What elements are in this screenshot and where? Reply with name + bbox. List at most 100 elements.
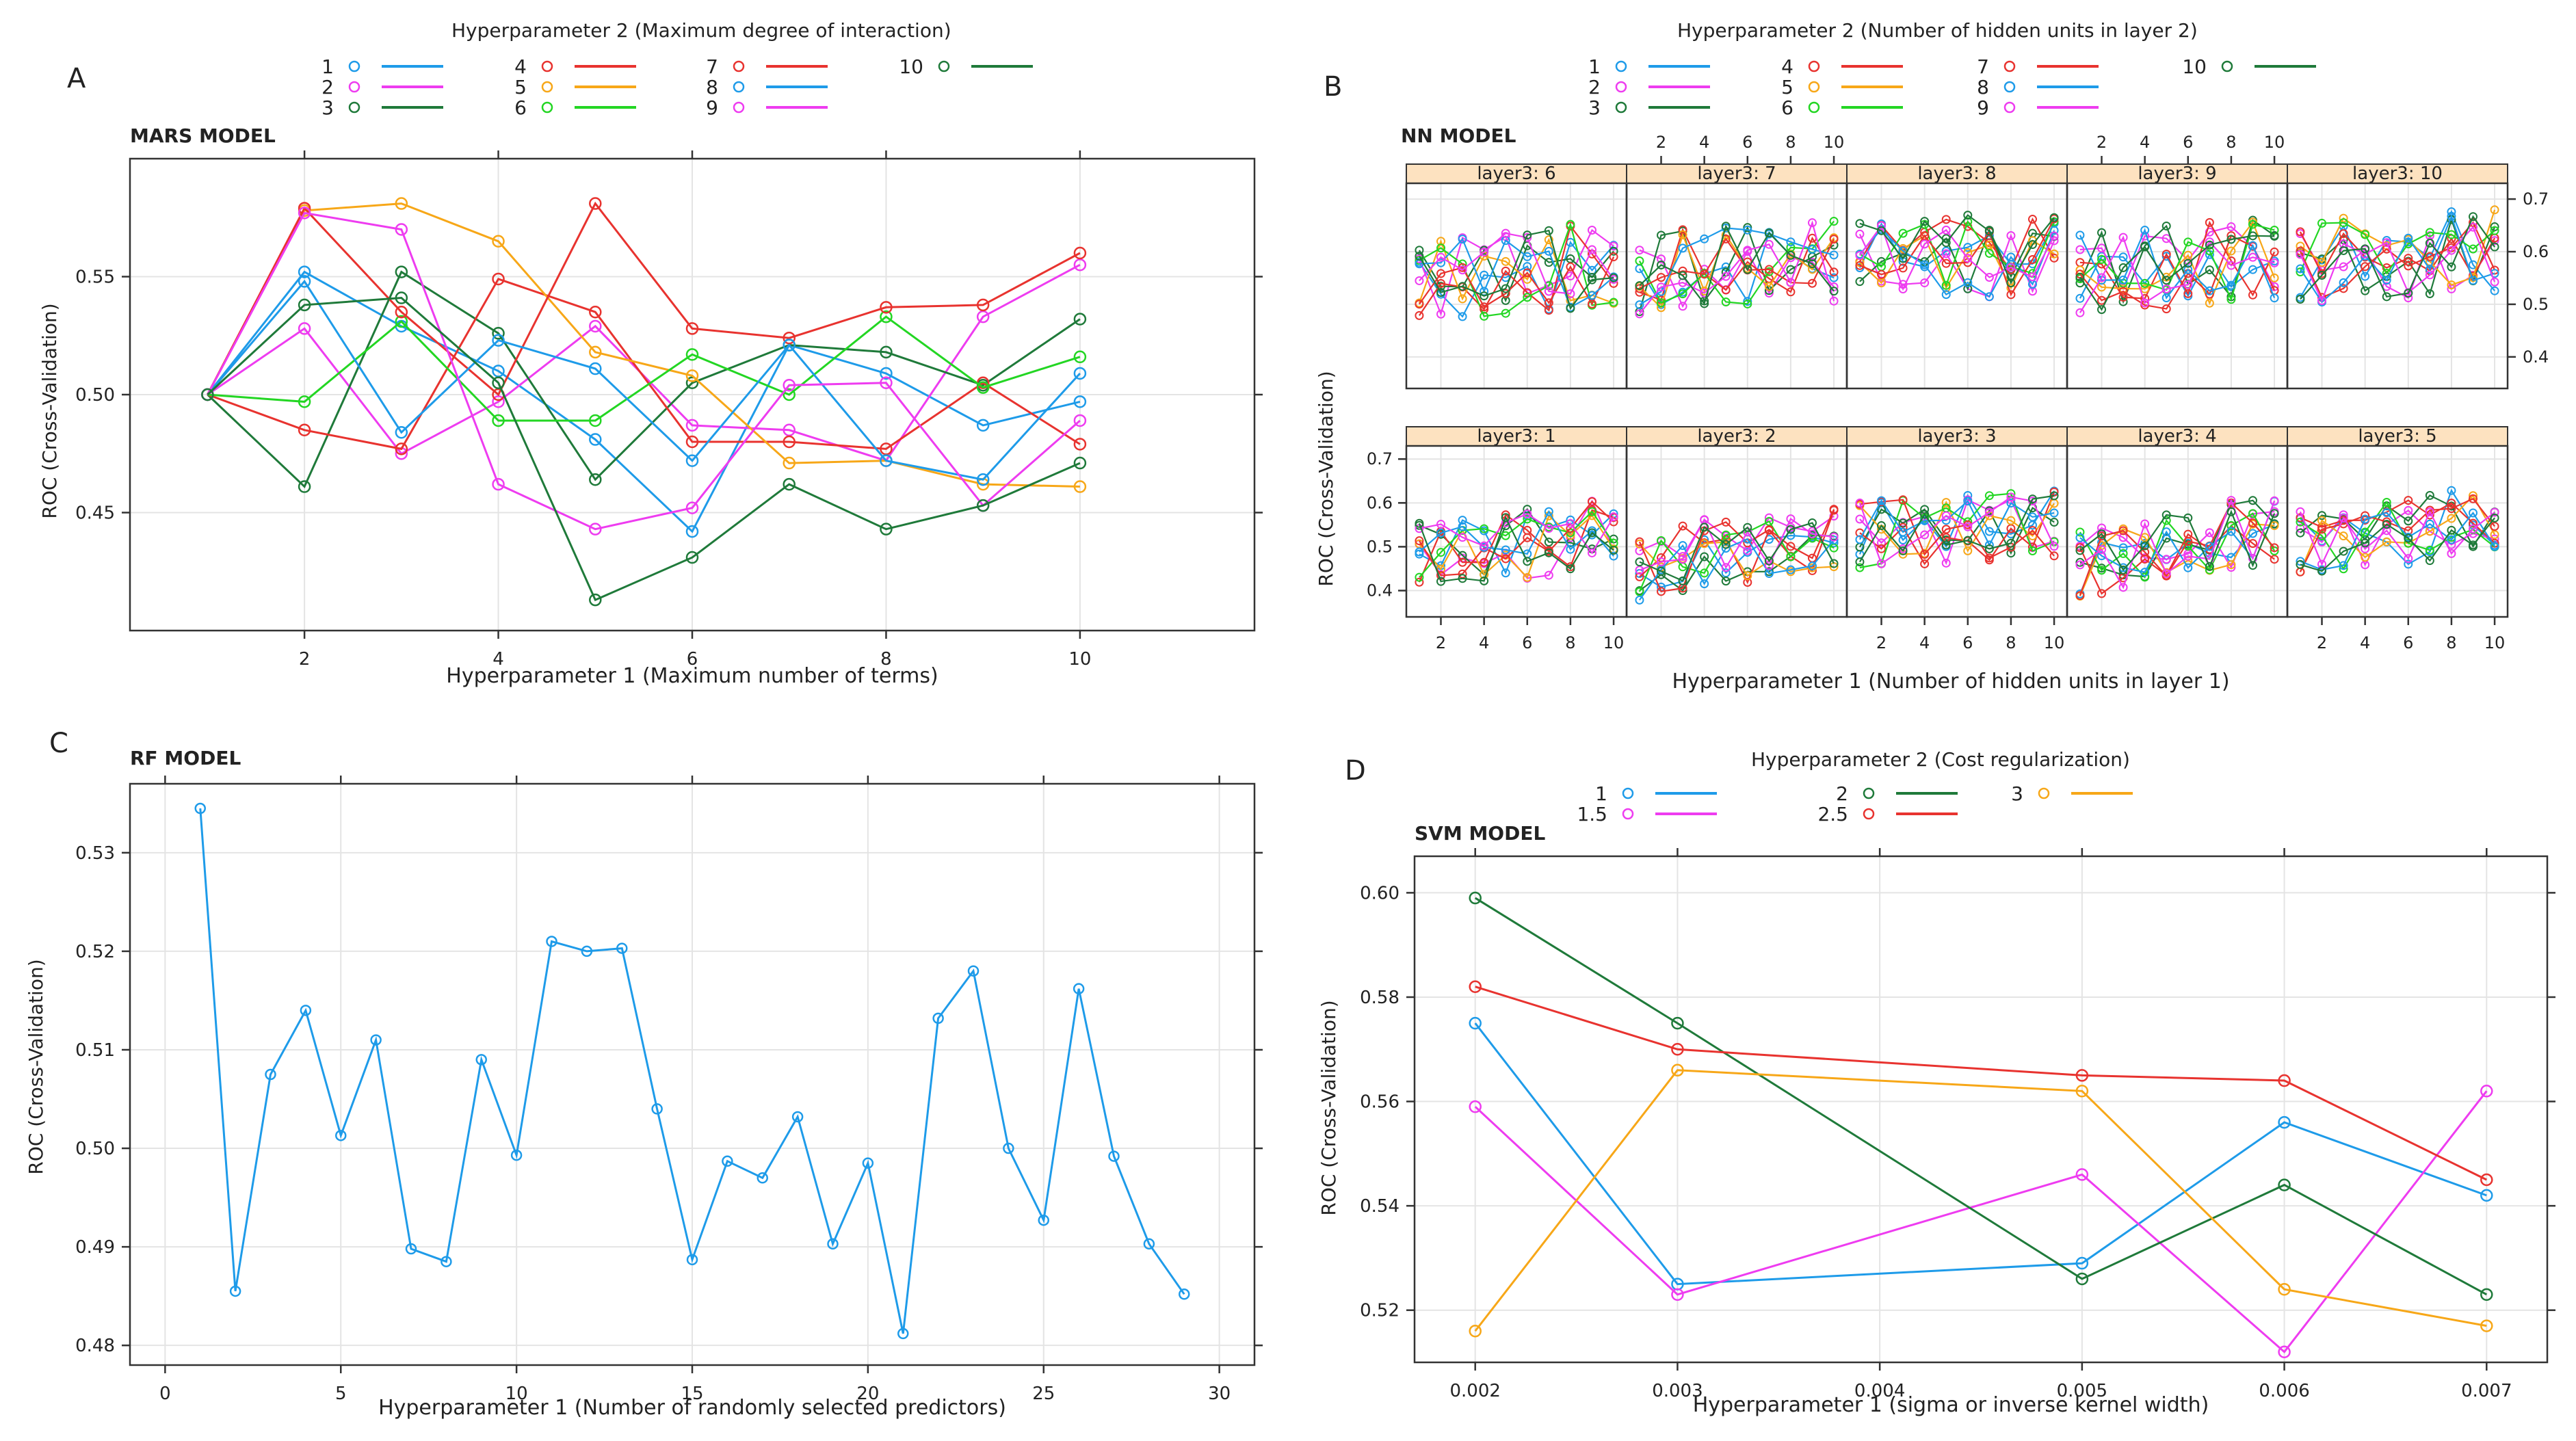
nn-series-6-point	[1566, 220, 1575, 229]
legend-marker	[733, 101, 745, 114]
nn-series-3-point	[2205, 265, 2214, 275]
nn-series-10-point	[2382, 520, 2391, 529]
nn-series-9-point	[2075, 560, 2085, 570]
y-tick-label: 0.49	[75, 1237, 115, 1258]
nn-series-3-point	[1544, 538, 1553, 547]
nn-series-2-point	[1920, 278, 1930, 288]
mars-y-axis-label: ROC (Cross-Validation)	[38, 303, 61, 518]
plot-frame	[2286, 182, 2509, 390]
nn-series-7-point	[2161, 304, 2171, 314]
nn-series-5-point	[1764, 282, 1774, 291]
nn-series-7-point	[1523, 268, 1532, 278]
nn-series-9-point	[1941, 511, 1951, 520]
facet-strip-label: layer3: 1	[1477, 426, 1555, 447]
legend-marker	[1808, 81, 1820, 93]
x-tick-label: 10	[505, 1384, 528, 1404]
nn-series-10-point	[2468, 212, 2478, 222]
nn-series-9-point	[2382, 238, 2391, 248]
nn-series-10-point	[2490, 242, 2499, 252]
nn-series-10-point	[2425, 556, 2434, 566]
mars-series-2-point	[298, 322, 311, 335]
nn-series-7-point	[2425, 252, 2434, 261]
facet-strip-label: layer3: 2	[1697, 426, 1776, 447]
nn-series-8-point	[1501, 545, 1510, 555]
nn-series-6-point	[2248, 509, 2257, 518]
nn-series-8-point	[2248, 241, 2257, 250]
legend-marker	[1622, 787, 1634, 799]
nn-series-10-point	[2404, 533, 2413, 543]
nn-series-10-line	[1418, 229, 1614, 310]
plot-frame	[1413, 855, 2549, 1364]
nn-series-4-point	[1415, 310, 1424, 320]
nn-series-3-point	[1587, 273, 1596, 282]
nn-series-8-point	[2118, 275, 2128, 285]
svm-series-1-point	[1469, 1016, 1482, 1030]
nn-series-6-point	[1721, 530, 1731, 540]
nn-series-2-point	[2339, 262, 2348, 272]
nn-series-6-line	[1419, 222, 1614, 317]
nn-series-10-point	[2075, 546, 2085, 555]
nn-series-6-point	[2382, 497, 2391, 507]
nn-series-3-line	[2079, 499, 2275, 578]
nn-series-6-point	[1635, 256, 1644, 265]
nn-series-8-point	[2140, 226, 2150, 235]
nn-series-8-point	[2226, 527, 2236, 536]
nn-series-9-point	[2468, 524, 2478, 533]
svm-x-axis-label: Hyperparameter 1 (sigma or inverse kerne…	[1693, 1393, 2209, 1417]
x-tick-label: 0.002	[1449, 1381, 1500, 1401]
nn-series-2-point	[1609, 241, 1618, 251]
legend-marker	[1863, 787, 1875, 799]
nn-series-9-point	[1764, 239, 1774, 249]
mars-series-4-point	[783, 435, 796, 449]
nn-series-10-point	[1609, 546, 1618, 555]
mars-series-5-line	[207, 202, 1080, 488]
nn-series-9-point	[1963, 522, 1973, 531]
nn-series-10-point	[1877, 226, 1887, 235]
rf-series-point	[1038, 1214, 1049, 1226]
nn-series-4-point	[1501, 266, 1510, 276]
nn-series-4-line	[2300, 499, 2495, 544]
mars-x-axis-label: Hyperparameter 1 (Maximum number of term…	[446, 664, 938, 688]
nn-series-6-point	[2226, 520, 2236, 530]
nn-series-7-point	[1415, 300, 1424, 309]
y-tick-label: 0.7	[2523, 189, 2549, 209]
legend-label: 2	[321, 76, 334, 98]
mars-series-5-point	[1073, 480, 1087, 493]
nn-series-9-point	[1807, 529, 1817, 539]
mars-series-8-point	[976, 473, 990, 486]
nn-series-9-point	[2339, 514, 2348, 523]
nn-series-3-point	[1743, 223, 1752, 233]
rf-series-point	[335, 1130, 347, 1141]
y-tick-label: 0.52	[75, 942, 115, 962]
nn-series-4-point	[2468, 518, 2478, 528]
nn-series-4-point	[1829, 267, 1839, 277]
nn-series-10-point	[2270, 509, 2279, 518]
legend-label: 7	[1977, 55, 1989, 78]
nn-series-10-point	[2296, 294, 2305, 304]
mars-series-8-point	[395, 425, 408, 439]
nn-series-8-line	[1858, 499, 2055, 547]
nn-series-1-point	[1829, 273, 1839, 282]
rf-series-point	[616, 942, 628, 954]
x-tick-label: 8	[1565, 633, 1575, 652]
nn-legend-title: Hyperparameter 2 (Number of hidden units…	[1677, 19, 2198, 42]
nn-series-7-point	[2404, 261, 2413, 271]
nn-series-2-line	[1418, 228, 1614, 317]
nn-series-3-point	[2404, 516, 2413, 526]
nn-series-9-line	[2079, 235, 2275, 313]
nn-series-8-line	[1419, 510, 1614, 557]
nn-series-9-point	[2140, 519, 2150, 529]
nn-series-10-point	[1764, 556, 1774, 566]
plot-frame	[1625, 182, 1848, 390]
nn-series-7-point	[2075, 591, 2085, 600]
facet-strip	[1846, 426, 2068, 447]
nn-series-8-point	[2382, 276, 2391, 285]
nn-series-10-point	[1458, 282, 1467, 291]
legend-label: 4	[1781, 55, 1793, 78]
nn-series-6-point	[1764, 516, 1774, 526]
nn-series-8-point	[1786, 565, 1796, 574]
y-tick-label: 0.4	[2523, 347, 2549, 367]
facet-strip-label: layer3: 8	[1917, 163, 1996, 184]
legend-label: 1	[321, 55, 334, 78]
nn-series-6-point	[1829, 217, 1839, 226]
